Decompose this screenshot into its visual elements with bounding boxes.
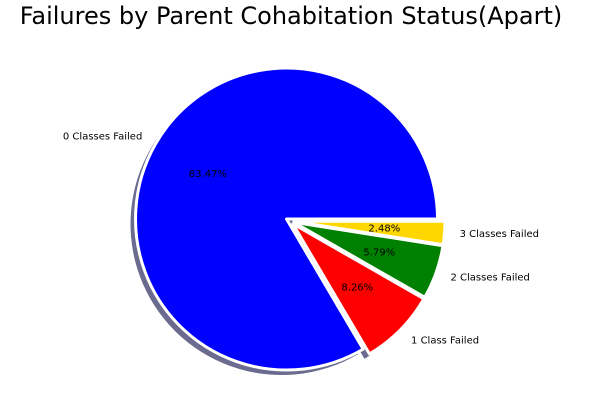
slice-label: 1 Class Failed bbox=[411, 336, 479, 347]
slice-percent-label: 5.79% bbox=[363, 247, 395, 258]
slice-label: 2 Classes Failed bbox=[450, 272, 529, 283]
chart-title: Failures by Parent Cohabitation Status(A… bbox=[19, 2, 563, 30]
pie-slice bbox=[134, 66, 440, 372]
slice-percent-label: 83.47% bbox=[189, 169, 227, 180]
slice-percent-label: 2.48% bbox=[368, 223, 400, 234]
pie-slice bbox=[292, 219, 447, 247]
slice-percent-label: 8.26% bbox=[341, 282, 373, 293]
slice-label: 3 Classes Failed bbox=[460, 229, 539, 240]
slice-label: 0 Classes Failed bbox=[63, 132, 142, 143]
pie-slice bbox=[291, 222, 426, 356]
